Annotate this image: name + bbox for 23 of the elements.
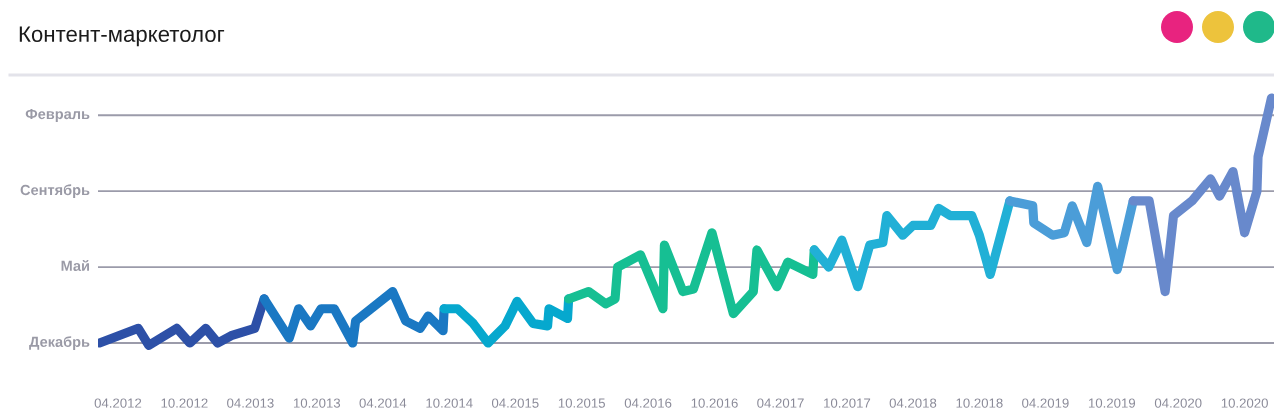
ref-line-label: Сентябрь xyxy=(20,184,90,199)
x-tick-label: 10.2017 xyxy=(824,398,871,408)
x-tick-label: 04.2018 xyxy=(889,398,937,408)
x-tick-label: 04.2012 xyxy=(94,398,142,408)
x-tick-label: 04.2019 xyxy=(1022,398,1069,408)
x-tick-label: 04.2016 xyxy=(624,398,672,408)
x-tick-label: 10.2019 xyxy=(1088,398,1136,408)
ref-line-label: Февраль xyxy=(25,108,90,123)
ref-line-label: Май xyxy=(61,260,89,271)
x-tick-label: 10.2020 xyxy=(1221,398,1268,408)
x-tick-label: 04.2013 xyxy=(227,398,274,408)
x-tick-label: 10.2014 xyxy=(426,398,473,408)
x-tick-label: 04.2020 xyxy=(1154,398,1202,408)
x-tick-label: 10.2012 xyxy=(161,398,208,408)
x-tick-label: 04.2014 xyxy=(359,398,407,408)
x-tick-label: 10.2016 xyxy=(691,398,738,408)
x-tick-label: 10.2015 xyxy=(558,398,605,408)
x-tick-label: 10.2018 xyxy=(956,398,1003,408)
x-tick-label: 04.2017 xyxy=(757,398,804,408)
x-tick-label: 04.2015 xyxy=(491,398,539,408)
chart-title: Контент-маркетолог xyxy=(19,26,225,47)
x-tick-label: 10.2013 xyxy=(293,398,341,408)
ref-line-label: Декабрь xyxy=(29,336,90,350)
